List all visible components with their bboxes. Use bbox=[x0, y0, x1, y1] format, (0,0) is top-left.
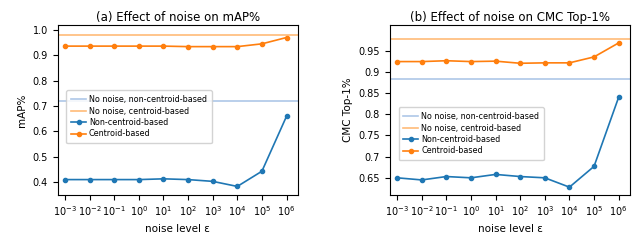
Y-axis label: mAP%: mAP% bbox=[17, 93, 27, 127]
Title: (b) Effect of noise on CMC Top-1%: (b) Effect of noise on CMC Top-1% bbox=[410, 11, 610, 24]
Legend: No noise, non-centroid-based, No noise, centroid-based, Non-centroid-based, Cent: No noise, non-centroid-based, No noise, … bbox=[67, 90, 212, 143]
Legend: No noise, non-centroid-based, No noise, centroid-based, Non-centroid-based, Cent: No noise, non-centroid-based, No noise, … bbox=[399, 107, 544, 160]
Y-axis label: CMC Top-1%: CMC Top-1% bbox=[343, 78, 353, 142]
X-axis label: noise level ε: noise level ε bbox=[477, 224, 543, 234]
Title: (a) Effect of noise on mAP%: (a) Effect of noise on mAP% bbox=[96, 11, 260, 24]
X-axis label: noise level ε: noise level ε bbox=[145, 224, 211, 234]
